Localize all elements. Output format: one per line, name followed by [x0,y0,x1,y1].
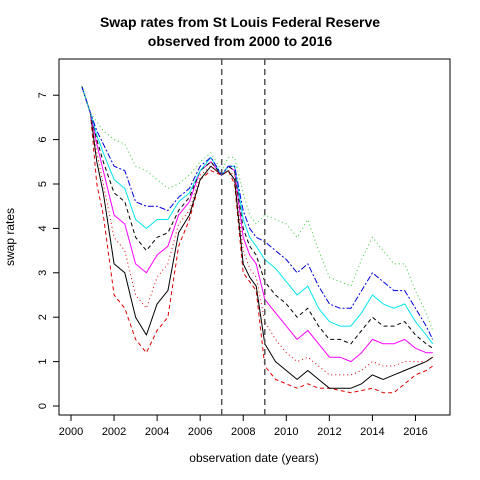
x-tick-label: 2008 [231,426,255,438]
y-axis-label: swap rates [3,208,17,266]
x-axis-label: observation date (years) [189,451,318,465]
x-tick-label: 2002 [102,426,126,438]
y-tick-label: 6 [37,137,49,143]
y-tick-label: 5 [37,181,49,187]
series-line-4 [82,86,433,361]
y-tick-label: 3 [37,270,49,276]
series-line-1 [82,86,433,392]
y-tick-label: 7 [37,92,49,98]
x-tick-label: 2010 [274,426,298,438]
x-tick-label: 2004 [145,426,169,438]
y-tick-label: 4 [37,225,49,231]
y-axis: 0 1 2 3 4 5 6 7 [37,92,59,409]
y-tick-label: 1 [37,359,49,365]
x-tick-label: 2012 [317,426,341,438]
x-axis: 2000 2002 2004 2006 2008 2010 2012 2014 2016 [59,415,428,438]
x-tick-label: 2016 [403,426,427,438]
y-tick-label: 2 [37,314,49,320]
plot-area [59,59,450,415]
x-tick-label: 2000 [59,426,83,438]
series-line-3 [82,86,433,375]
series-layer [82,86,433,392]
chart-title: Swap rates from St Louis Federal Reserve [100,14,380,30]
x-tick-label: 2014 [360,426,384,438]
x-tick-label: 2006 [188,426,212,438]
y-tick-label: 0 [37,403,49,409]
chart-subtitle: observed from 2000 to 2016 [148,33,333,49]
series-line-6 [82,86,433,344]
